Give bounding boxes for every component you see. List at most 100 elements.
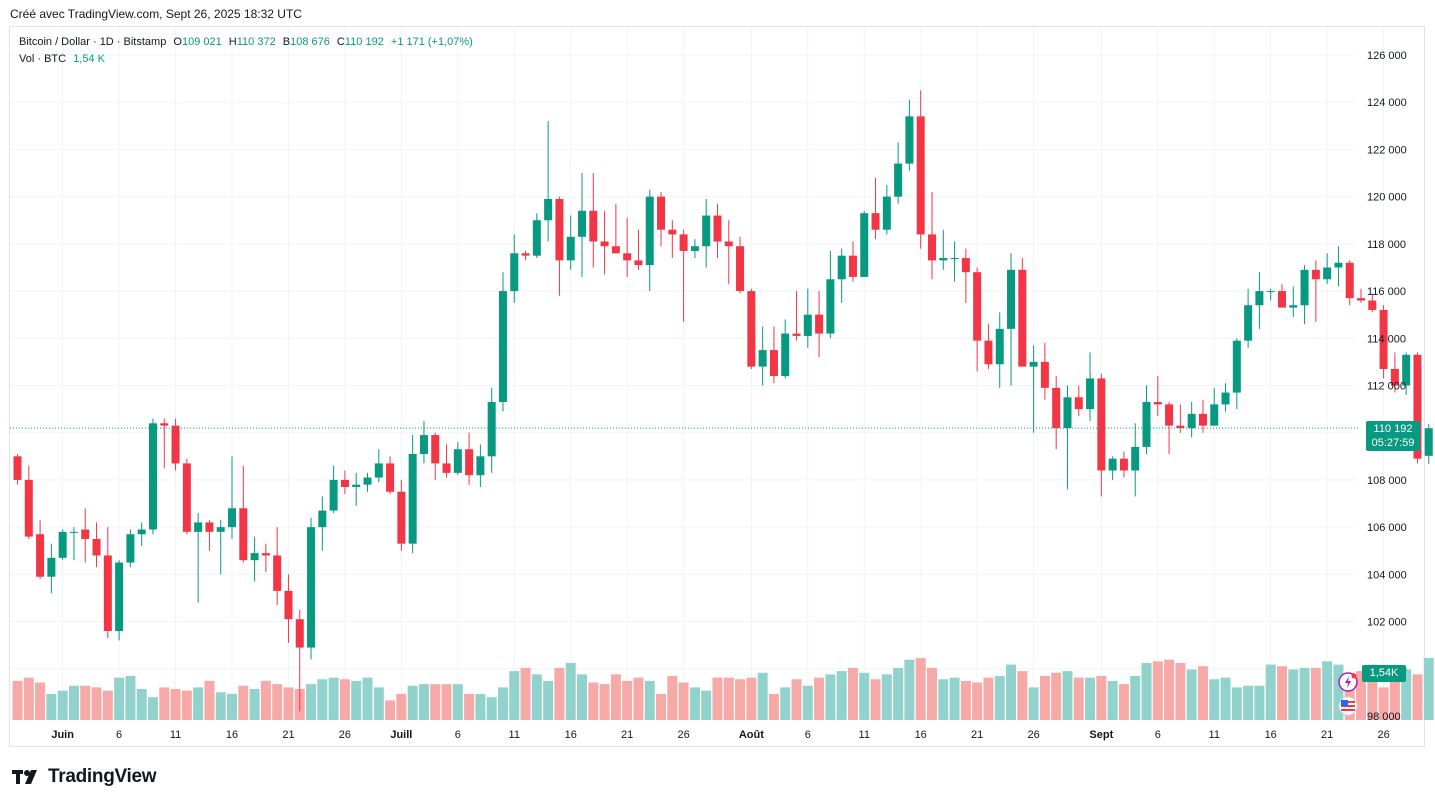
candle xyxy=(905,99,914,171)
time-tick-label: 26 xyxy=(1027,729,1039,741)
candle xyxy=(781,319,790,379)
volume-bar xyxy=(633,677,644,720)
volume-bar xyxy=(23,677,34,720)
candle xyxy=(1266,288,1275,301)
volume-bar xyxy=(1028,687,1039,720)
volume-bar xyxy=(68,685,79,720)
volume-bar xyxy=(80,685,91,720)
candle xyxy=(419,420,428,464)
volume-bar xyxy=(1412,674,1423,720)
volume-bar xyxy=(147,697,158,720)
volume-bar xyxy=(497,687,508,720)
volume-bar xyxy=(554,667,565,720)
candle xyxy=(927,191,936,280)
time-tick-label: 26 xyxy=(339,729,351,741)
candle xyxy=(1424,423,1433,464)
candle xyxy=(611,203,620,254)
candle xyxy=(307,517,316,660)
volume-bar xyxy=(768,693,779,720)
volume-bar xyxy=(283,687,294,720)
candle xyxy=(995,312,1004,388)
candle xyxy=(1232,338,1241,410)
candle xyxy=(205,520,214,551)
volume-bar xyxy=(1254,685,1265,720)
volume-bar xyxy=(1051,672,1062,720)
candle xyxy=(92,522,101,568)
volume-bar xyxy=(339,679,350,720)
candle xyxy=(1018,258,1027,367)
candle xyxy=(1277,283,1286,308)
candle xyxy=(250,536,259,582)
price-tick-label: 114 000 xyxy=(1367,333,1406,345)
volume-bar xyxy=(102,690,113,720)
candle xyxy=(1334,246,1343,287)
legend-open-label: O xyxy=(173,36,182,48)
price-tick-label: 98 000 xyxy=(1367,711,1401,723)
price-tick-label: 122 000 xyxy=(1367,144,1407,156)
candle xyxy=(510,234,519,303)
candle xyxy=(747,288,756,369)
candle xyxy=(160,418,169,469)
time-tick-label: 16 xyxy=(1265,729,1277,741)
volume-bar xyxy=(215,692,226,720)
volume-bar xyxy=(125,675,136,720)
volume-bar xyxy=(1243,685,1254,720)
candle xyxy=(386,456,395,495)
time-tick-label: 6 xyxy=(1155,729,1161,741)
volume-bar xyxy=(938,679,949,720)
volume-bar xyxy=(170,689,181,720)
candle xyxy=(1108,456,1117,480)
volume-bar xyxy=(802,685,813,720)
candle xyxy=(758,326,767,386)
time-tick-label: 6 xyxy=(805,729,811,741)
candle xyxy=(690,239,699,259)
volume-badge: 1,54K xyxy=(1362,665,1406,682)
time-tick-label: Août xyxy=(739,729,764,741)
volume-bar xyxy=(1073,677,1084,720)
volume-bar xyxy=(91,687,102,720)
volume-bar xyxy=(227,693,238,720)
candle xyxy=(1153,376,1162,417)
lightning-icon[interactable] xyxy=(1338,672,1358,692)
candle xyxy=(431,432,440,480)
volume-bar xyxy=(644,680,655,720)
price-tick-label: 102 000 xyxy=(1367,617,1407,629)
volume-bar xyxy=(893,667,904,720)
tradingview-logo-icon xyxy=(12,770,37,784)
volume-bar xyxy=(678,682,689,720)
price-tick-label: 126 000 xyxy=(1367,50,1407,62)
candle xyxy=(1345,260,1354,306)
legend-high-label: H xyxy=(228,36,237,48)
candle xyxy=(657,191,666,247)
volume-bar xyxy=(1164,659,1175,720)
volume-bar xyxy=(1017,671,1028,720)
tradingview-logo[interactable]: TradingView xyxy=(12,766,157,788)
volume-bar xyxy=(780,687,791,720)
volume-bar xyxy=(656,693,667,720)
candle xyxy=(702,199,711,268)
volume-bar xyxy=(1039,675,1050,720)
candle xyxy=(69,527,78,561)
legend-volume-label: Vol · BTC xyxy=(19,53,67,65)
time-tick-label: 11 xyxy=(859,729,870,741)
us-flag-icon[interactable] xyxy=(1338,696,1358,716)
price-tick-label: 106 000 xyxy=(1367,522,1407,534)
candle xyxy=(837,248,846,303)
volume-bar xyxy=(1197,666,1208,720)
time-tick-label: Juin xyxy=(51,729,74,741)
volume-bar xyxy=(1175,662,1186,720)
candle xyxy=(58,529,67,561)
candle xyxy=(1368,293,1377,313)
candle xyxy=(182,458,191,535)
volume-bar xyxy=(847,667,858,720)
volume-bar xyxy=(881,674,892,720)
legend-row-volume: Vol · BTC 1,54 K xyxy=(19,51,473,68)
time-tick-label: 21 xyxy=(621,729,633,741)
price-tick-label: 116 000 xyxy=(1367,286,1406,298)
candle xyxy=(1210,387,1219,426)
price-tick-label: 120 000 xyxy=(1367,192,1407,204)
candle xyxy=(600,210,609,275)
volume-bar xyxy=(859,672,870,720)
